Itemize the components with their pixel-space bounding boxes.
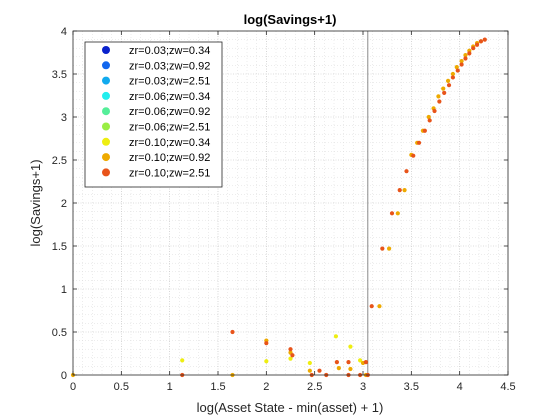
data-point xyxy=(450,71,455,77)
data-point xyxy=(180,358,185,363)
data-point xyxy=(455,68,460,73)
y-tick-label: 2 xyxy=(61,198,67,210)
legend-label: zr=0.06;zw=0.92 xyxy=(129,106,210,118)
data-point xyxy=(290,353,295,358)
legend-label: zr=0.06;zw=0.34 xyxy=(129,91,210,103)
data-point xyxy=(307,360,312,366)
data-point xyxy=(336,366,341,371)
data-point xyxy=(264,341,269,346)
y-tick-label: 3.5 xyxy=(52,69,67,81)
data-point xyxy=(395,211,400,216)
data-point xyxy=(441,86,446,91)
axis-ticks xyxy=(72,30,509,376)
x-tick-label: 3.5 xyxy=(404,381,419,393)
y-tick-label: 1.5 xyxy=(52,241,67,253)
legend-entries: zr=0.03;zw=0.34 zr=0.03;zw=0.92 zr=0.03;zw… xyxy=(102,45,210,179)
data-point xyxy=(402,188,407,193)
data-point xyxy=(369,304,374,309)
x-tick-label: 3 xyxy=(360,381,366,393)
data-point xyxy=(346,360,351,365)
legend-label: zr=0.03;zw=0.34 xyxy=(129,45,210,57)
data-point xyxy=(348,344,353,349)
y-axis-label: log(Savings+1) xyxy=(28,159,43,246)
y-tick-label: 2.5 xyxy=(52,155,67,167)
data-point xyxy=(358,358,363,363)
data-point xyxy=(436,94,441,99)
data-point xyxy=(377,304,382,309)
legend-marker xyxy=(102,153,110,162)
y-tick-label: 0.5 xyxy=(52,327,67,339)
data-point xyxy=(307,368,312,373)
x-tick-label: 0.5 xyxy=(114,381,129,393)
data-point xyxy=(454,65,459,70)
data-point xyxy=(416,140,422,145)
data-point xyxy=(463,56,468,61)
data-point xyxy=(389,211,395,216)
legend-marker xyxy=(102,122,110,131)
data-point xyxy=(422,128,427,133)
data-point xyxy=(426,114,431,120)
legend-label: zr=0.03;zw=2.51 xyxy=(129,76,210,88)
data-point xyxy=(333,334,339,339)
x-tick-label: 4 xyxy=(457,381,463,393)
legend-marker xyxy=(102,46,110,54)
data-point xyxy=(478,39,484,44)
data-point xyxy=(288,356,293,361)
data-point xyxy=(432,108,437,114)
legend-marker xyxy=(102,168,110,177)
data-point xyxy=(387,246,392,251)
legend-marker xyxy=(102,61,110,70)
legend-label: zr=0.06;zw=2.51 xyxy=(129,122,210,134)
legend-marker xyxy=(102,107,110,116)
data-point xyxy=(450,75,455,80)
legend-marker xyxy=(102,76,110,85)
data-point xyxy=(482,37,487,42)
data-point xyxy=(264,359,269,364)
legend-marker xyxy=(102,137,110,146)
y-tick-label: 3 xyxy=(61,112,67,124)
x-tick-label: 4.5 xyxy=(500,381,515,393)
legend-label: zr=0.03;zw=0.92 xyxy=(129,60,210,72)
data-point xyxy=(442,90,447,96)
data-point xyxy=(380,246,385,251)
data-point xyxy=(445,78,451,83)
y-tick-label: 0 xyxy=(61,370,67,382)
legend-label: zr=0.10;zw=2.51 xyxy=(129,167,210,179)
data-point xyxy=(230,329,235,335)
data-points xyxy=(70,37,487,378)
data-point xyxy=(459,62,464,67)
data-point xyxy=(467,51,472,56)
data-point xyxy=(404,169,409,174)
data-point xyxy=(471,46,476,51)
x-tick-label: 1 xyxy=(167,381,173,393)
data-point xyxy=(463,52,468,58)
data-point xyxy=(474,42,480,47)
legend-marker xyxy=(102,91,110,100)
x-tick-label: 1.5 xyxy=(210,381,225,393)
data-point xyxy=(459,59,464,64)
y-tick-label: 4 xyxy=(61,26,67,38)
x-tick-label: 2 xyxy=(263,381,269,393)
y-tick-label: 1 xyxy=(61,284,67,296)
legend-label: zr=0.10;zw=0.34 xyxy=(129,137,210,149)
x-tick-label: 0 xyxy=(70,381,76,393)
legend-label: zr=0.10;zw=0.92 xyxy=(129,152,210,164)
chart-title: log(Savings+1) xyxy=(244,12,337,27)
x-tick-labels: 0 0.5 1 1.5 2 2.5 3 3.5 4 4.5 xyxy=(70,381,516,393)
data-point xyxy=(397,188,402,193)
x-tick-label: 2.5 xyxy=(307,381,322,393)
data-point xyxy=(348,366,353,372)
data-point xyxy=(427,118,432,123)
data-point xyxy=(437,99,442,104)
legend: zr=0.03;zw=0.34 zr=0.03;zw=0.92 zr=0.03;zw… xyxy=(84,41,223,188)
y-tick-labels: 0 0.5 1 1.5 2 2.5 3 3.5 4 xyxy=(52,26,67,382)
data-point xyxy=(446,83,452,88)
data-point xyxy=(411,153,416,158)
data-point xyxy=(363,360,368,365)
data-point xyxy=(334,360,339,365)
data-point xyxy=(317,368,322,373)
x-axis-label: log(Asset State - min(asset) + 1) xyxy=(197,400,384,415)
data-point xyxy=(288,347,293,352)
